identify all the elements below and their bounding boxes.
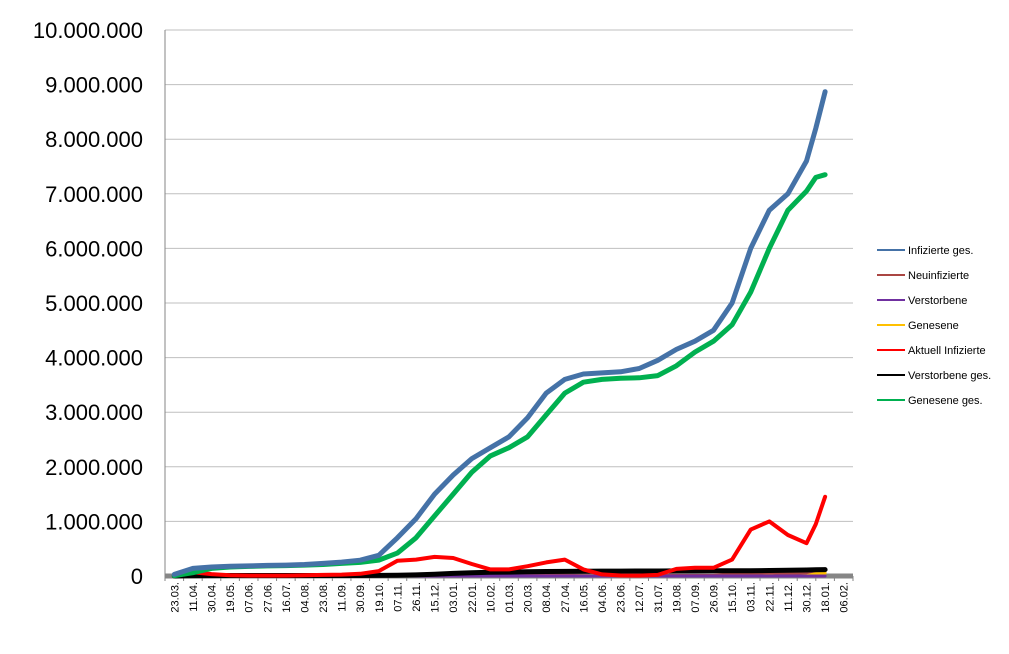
x-tick-label: 26.11. [411, 582, 423, 612]
x-tick-label: 22.11. [764, 582, 776, 612]
x-tick-label: 07.11. [392, 582, 404, 612]
x-tick-label: 19.05. [225, 582, 237, 613]
x-tick-label: 10.02. [485, 582, 497, 613]
x-tick-label: 22.01. [467, 582, 479, 613]
legend: Infizierte ges. Neuinfizierte Verstorbene G… [877, 245, 991, 407]
x-tick-label: 11.09. [337, 582, 349, 612]
x-tick-label: 04.08. [299, 582, 311, 613]
x-tick-label: 12.07. [634, 582, 646, 613]
x-tick-label: 31.07. [653, 582, 665, 613]
axes [164, 30, 854, 581]
gridlines [165, 29, 853, 522]
series-lines [171, 89, 828, 579]
x-tick-label: 19.10. [374, 582, 386, 613]
y-tick-label: 6.000.000 [45, 236, 143, 261]
x-axis-ticks: 23.03. 11.04. 30.04. 19.05. 07.06. 27.06. 16.0… [169, 582, 850, 613]
x-tick-label: 16.07. [281, 582, 293, 613]
series-line-0 [171, 89, 828, 577]
legend-label: Genesene [908, 320, 959, 332]
legend-label: Infizierte ges. [908, 245, 973, 257]
y-tick-label: 8.000.000 [45, 127, 143, 152]
series-line-6 [171, 172, 828, 579]
y-tick-label: 4.000.000 [45, 346, 143, 371]
y-tick-label: 5.000.000 [45, 291, 143, 316]
x-tick-label: 23.08. [318, 582, 330, 613]
y-tick-label: 10.000.000 [33, 18, 143, 43]
legend-label: Genesene ges. [908, 395, 983, 407]
x-tick-label: 03.11. [746, 582, 758, 612]
x-tick-label: 07.09. [690, 582, 702, 613]
y-tick-label: 9.000.000 [45, 73, 143, 98]
x-tick-label: 08.04. [541, 582, 553, 613]
y-tick-label: 2.000.000 [45, 455, 143, 480]
x-tick-label: 06.02. [839, 582, 851, 613]
x-tick-label: 15.12. [430, 582, 442, 613]
y-axis-ticks: 0 1.000.000 2.000.000 3.000.000 4.000.000 5.0… [33, 18, 143, 589]
x-tick-label: 03.01. [448, 582, 460, 613]
y-tick-label: 0 [131, 564, 143, 589]
x-tick-label: 27.04. [560, 582, 572, 613]
x-tick-label: 20.03. [523, 582, 535, 613]
x-tick-label: 11.12. [783, 582, 795, 612]
x-tick-label: 16.05. [578, 582, 590, 613]
x-tick-label: 23.03. [169, 582, 181, 613]
x-tick-label: 30.12. [802, 582, 814, 613]
x-tick-label: 30.04. [206, 582, 218, 613]
x-tick-label: 30.09. [355, 582, 367, 613]
x-tick-label: 04.06. [597, 582, 609, 613]
legend-label: Aktuell Infizierte [908, 345, 986, 357]
legend-label: Verstorbene [908, 295, 967, 307]
x-tick-label: 27.06. [262, 582, 274, 613]
x-tick-label: 11.04. [188, 582, 200, 612]
x-tick-label: 01.03. [504, 582, 516, 613]
x-tick-label: 23.06. [616, 582, 628, 613]
x-tick-label: 18.01. [820, 582, 832, 613]
legend-label: Neuinfizierte [908, 270, 969, 282]
x-tick-label: 15.10. [727, 582, 739, 613]
y-tick-label: 3.000.000 [45, 400, 143, 425]
series-line-4 [172, 494, 828, 578]
y-tick-label: 7.000.000 [45, 182, 143, 207]
y-tick-label: 1.000.000 [45, 509, 143, 534]
x-tick-label: 19.08. [671, 582, 683, 613]
legend-label: Verstorbene ges. [908, 370, 991, 382]
x-tick-label: 26.09. [709, 582, 721, 613]
x-tick-label: 07.06. [244, 582, 256, 613]
